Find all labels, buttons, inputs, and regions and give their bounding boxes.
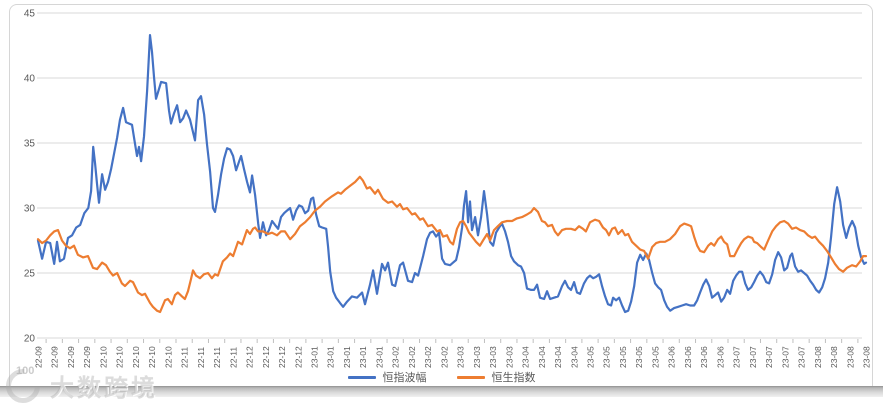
svg-text:22-12: 22-12 xyxy=(277,346,287,368)
svg-text:23-01: 23-01 xyxy=(310,346,320,368)
svg-text:22-10: 22-10 xyxy=(163,346,173,368)
svg-text:23-07: 23-07 xyxy=(797,346,807,368)
svg-text:22-09: 22-09 xyxy=(34,346,44,368)
svg-text:22-10: 22-10 xyxy=(115,346,125,368)
svg-text:30: 30 xyxy=(24,204,36,215)
svg-text:23-07: 23-07 xyxy=(780,346,790,368)
svg-text:45: 45 xyxy=(24,9,36,20)
legend-label: 恒生指数 xyxy=(491,372,536,384)
line-swatch-icon xyxy=(347,375,376,379)
svg-text:23-02: 23-02 xyxy=(407,346,417,368)
svg-text:22-11: 22-11 xyxy=(228,347,238,368)
svg-text:23-08: 23-08 xyxy=(862,346,872,368)
svg-text:22-10: 22-10 xyxy=(131,346,141,368)
line-swatch-icon xyxy=(456,375,485,379)
svg-text:22-10: 22-10 xyxy=(98,346,108,368)
svg-text:23-01: 23-01 xyxy=(342,346,352,368)
chart-legend: 恒指波幅 恒生指数 xyxy=(0,369,883,385)
svg-text:23-05: 23-05 xyxy=(602,346,612,368)
svg-text:22-10: 22-10 xyxy=(147,346,157,368)
svg-text:23-03: 23-03 xyxy=(456,346,466,368)
svg-text:22-11: 22-11 xyxy=(180,347,190,368)
svg-text:22-12: 22-12 xyxy=(293,346,303,368)
svg-text:23-02: 23-02 xyxy=(423,346,433,368)
svg-text:23-08: 23-08 xyxy=(813,346,823,368)
svg-text:23-01: 23-01 xyxy=(326,346,336,368)
svg-text:23-06: 23-06 xyxy=(667,346,677,368)
svg-text:23-07: 23-07 xyxy=(764,346,774,368)
svg-text:23-04: 23-04 xyxy=(537,346,547,368)
legend-label: 恒指波幅 xyxy=(382,372,427,384)
svg-text:23-04: 23-04 xyxy=(553,346,563,368)
legend-item-hsi-volatility: 恒指波幅 xyxy=(347,369,427,385)
bottom-shadow-bar xyxy=(0,386,883,397)
svg-text:25: 25 xyxy=(24,269,36,280)
svg-text:22-11: 22-11 xyxy=(212,347,222,368)
svg-text:23-08: 23-08 xyxy=(845,346,855,368)
svg-text:23-07: 23-07 xyxy=(732,346,742,368)
svg-text:23-05: 23-05 xyxy=(586,346,596,368)
svg-text:22-12: 22-12 xyxy=(261,346,271,368)
svg-text:40: 40 xyxy=(24,74,36,85)
svg-text:23-01: 23-01 xyxy=(358,346,368,368)
svg-text:23-04: 23-04 xyxy=(569,346,579,368)
svg-text:23-06: 23-06 xyxy=(699,346,709,368)
svg-text:20: 20 xyxy=(24,334,36,345)
svg-text:22-11: 22-11 xyxy=(196,347,206,368)
svg-text:23-05: 23-05 xyxy=(650,346,660,368)
svg-text:23-02: 23-02 xyxy=(391,346,401,368)
svg-text:22-09: 22-09 xyxy=(50,346,60,368)
svg-text:23-03: 23-03 xyxy=(488,346,498,368)
svg-text:23-05: 23-05 xyxy=(618,346,628,368)
svg-text:23-07: 23-07 xyxy=(748,346,758,368)
svg-text:22-09: 22-09 xyxy=(66,346,76,368)
svg-text:23-06: 23-06 xyxy=(683,346,693,368)
svg-text:23-05: 23-05 xyxy=(634,346,644,368)
svg-text:23-08: 23-08 xyxy=(829,346,839,368)
svg-text:23-03: 23-03 xyxy=(472,346,482,368)
svg-text:22-12: 22-12 xyxy=(245,346,255,368)
svg-text:23-04: 23-04 xyxy=(521,346,531,368)
svg-text:23-02: 23-02 xyxy=(439,346,449,368)
svg-text:35: 35 xyxy=(24,139,36,150)
svg-text:22-09: 22-09 xyxy=(82,346,92,368)
svg-text:23-01: 23-01 xyxy=(374,346,384,368)
svg-text:23-06: 23-06 xyxy=(715,346,725,368)
legend-item-hang-seng-index: 恒生指数 xyxy=(456,369,536,385)
svg-text:23-03: 23-03 xyxy=(504,346,514,368)
